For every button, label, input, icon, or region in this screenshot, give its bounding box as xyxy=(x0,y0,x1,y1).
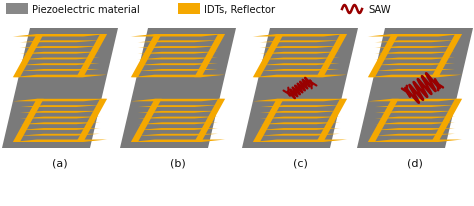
Polygon shape xyxy=(260,58,340,60)
Polygon shape xyxy=(138,70,218,71)
Polygon shape xyxy=(76,35,107,78)
Text: (b): (b) xyxy=(170,158,186,168)
Polygon shape xyxy=(194,35,225,78)
Polygon shape xyxy=(260,106,340,108)
Polygon shape xyxy=(260,47,340,49)
Polygon shape xyxy=(131,140,225,142)
Polygon shape xyxy=(375,64,455,66)
Polygon shape xyxy=(138,117,218,119)
Polygon shape xyxy=(431,99,462,142)
Polygon shape xyxy=(253,75,347,78)
Text: IDTs, Reflector: IDTs, Reflector xyxy=(204,5,275,14)
Polygon shape xyxy=(375,53,455,54)
Polygon shape xyxy=(260,123,340,125)
Polygon shape xyxy=(260,64,340,66)
Polygon shape xyxy=(260,117,340,119)
Polygon shape xyxy=(375,47,455,49)
Polygon shape xyxy=(368,99,399,142)
Polygon shape xyxy=(138,47,218,49)
Polygon shape xyxy=(20,106,100,108)
Polygon shape xyxy=(138,41,218,43)
Polygon shape xyxy=(368,75,462,78)
Polygon shape xyxy=(20,128,100,130)
Polygon shape xyxy=(357,29,473,148)
Polygon shape xyxy=(316,35,347,78)
Polygon shape xyxy=(316,99,347,142)
Polygon shape xyxy=(20,47,100,49)
Polygon shape xyxy=(260,53,340,54)
Polygon shape xyxy=(375,70,455,71)
Text: (c): (c) xyxy=(292,158,308,168)
Polygon shape xyxy=(131,99,162,142)
Polygon shape xyxy=(20,70,100,71)
Polygon shape xyxy=(253,35,347,37)
Polygon shape xyxy=(20,134,100,136)
Polygon shape xyxy=(260,134,340,136)
Polygon shape xyxy=(13,75,107,78)
Polygon shape xyxy=(260,111,340,113)
Text: SAW: SAW xyxy=(368,5,391,14)
Polygon shape xyxy=(138,128,218,130)
Polygon shape xyxy=(368,140,462,142)
Polygon shape xyxy=(13,99,107,102)
Polygon shape xyxy=(20,41,100,43)
Polygon shape xyxy=(20,111,100,113)
Polygon shape xyxy=(138,64,218,66)
Polygon shape xyxy=(368,35,462,37)
Polygon shape xyxy=(20,58,100,60)
Polygon shape xyxy=(242,29,358,148)
Polygon shape xyxy=(131,75,225,78)
Polygon shape xyxy=(260,70,340,71)
Polygon shape xyxy=(13,99,44,142)
Polygon shape xyxy=(260,41,340,43)
Polygon shape xyxy=(20,53,100,54)
Polygon shape xyxy=(2,29,118,148)
Text: (d): (d) xyxy=(407,158,423,168)
Polygon shape xyxy=(375,117,455,119)
Polygon shape xyxy=(138,53,218,54)
Polygon shape xyxy=(138,106,218,108)
Polygon shape xyxy=(375,128,455,130)
Polygon shape xyxy=(20,117,100,119)
Text: (a): (a) xyxy=(52,158,68,168)
Polygon shape xyxy=(138,58,218,60)
Polygon shape xyxy=(138,134,218,136)
FancyBboxPatch shape xyxy=(178,4,200,15)
Polygon shape xyxy=(76,99,107,142)
Polygon shape xyxy=(253,35,284,78)
Polygon shape xyxy=(20,64,100,66)
Text: Piezoelectric material: Piezoelectric material xyxy=(32,5,140,14)
Polygon shape xyxy=(131,99,225,102)
Polygon shape xyxy=(375,41,455,43)
FancyBboxPatch shape xyxy=(6,4,28,15)
Polygon shape xyxy=(138,123,218,125)
Polygon shape xyxy=(20,123,100,125)
Polygon shape xyxy=(368,35,399,78)
Polygon shape xyxy=(368,99,462,102)
Polygon shape xyxy=(138,111,218,113)
Polygon shape xyxy=(13,140,107,142)
Polygon shape xyxy=(131,35,225,37)
Polygon shape xyxy=(131,35,162,78)
Polygon shape xyxy=(253,99,284,142)
Polygon shape xyxy=(375,123,455,125)
Polygon shape xyxy=(375,111,455,113)
Polygon shape xyxy=(253,99,347,102)
Polygon shape xyxy=(431,35,462,78)
Polygon shape xyxy=(13,35,107,37)
Polygon shape xyxy=(194,99,225,142)
Polygon shape xyxy=(375,134,455,136)
Polygon shape xyxy=(253,140,347,142)
Polygon shape xyxy=(260,128,340,130)
Polygon shape xyxy=(13,35,44,78)
Polygon shape xyxy=(375,106,455,108)
Polygon shape xyxy=(120,29,236,148)
Polygon shape xyxy=(375,58,455,60)
